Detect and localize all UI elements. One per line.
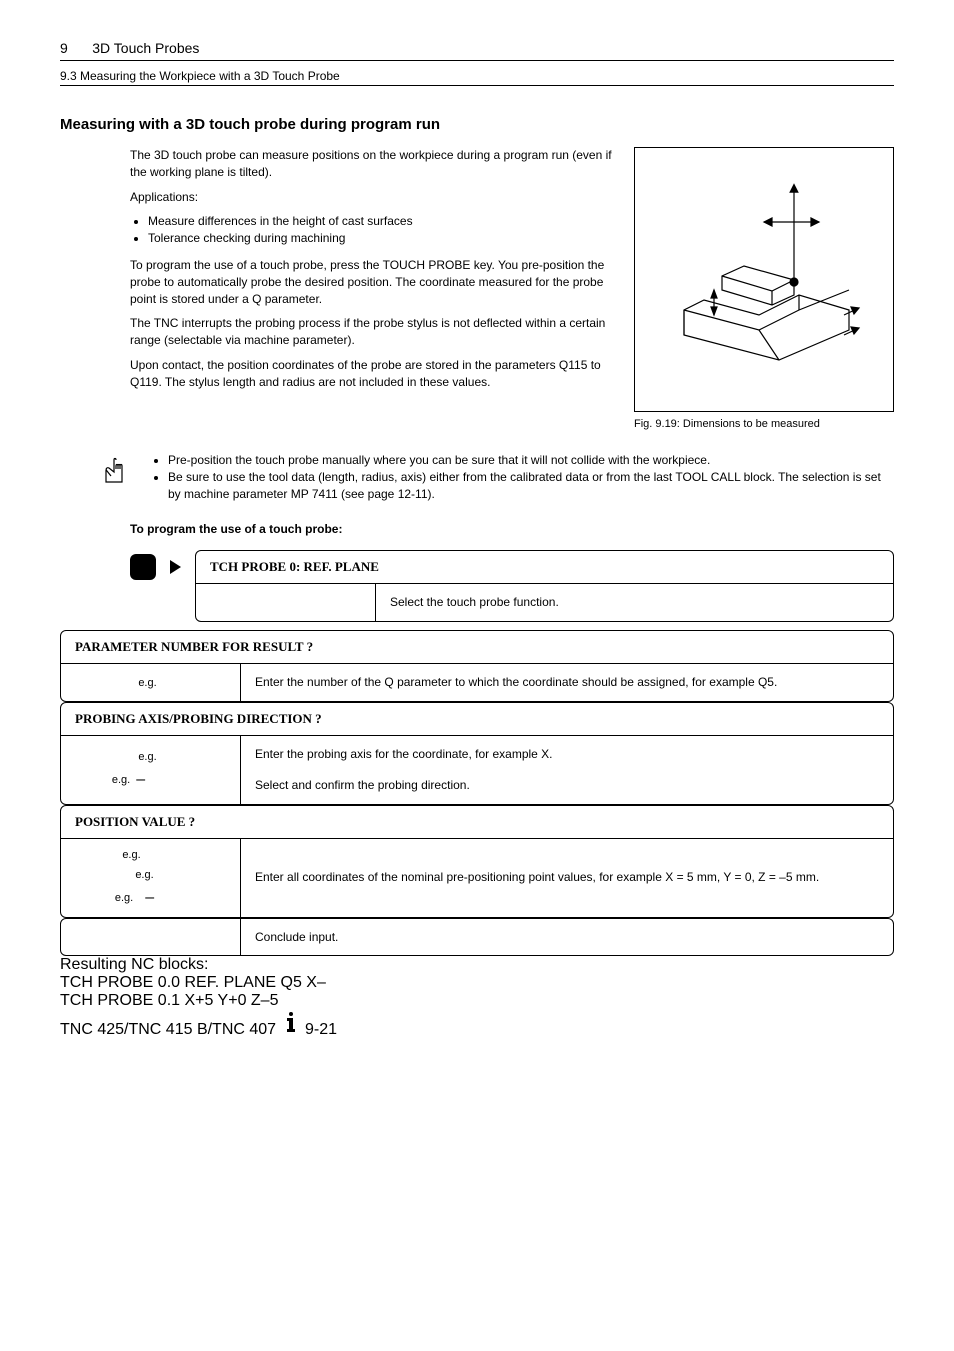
note-2: Be sure to use the tool data (length, ra… <box>168 469 894 503</box>
figure-caption: Fig. 9.19: Dimensions to be measured <box>634 418 894 430</box>
procedure-heading: To program the use of a touch probe: <box>130 522 894 536</box>
intro-p5: Upon contact, the position coordinates o… <box>130 357 614 391</box>
dialog-position-value: POSITION VALUE ? e.g. e.g. e.g. – <box>60 805 894 918</box>
nc-line-1: TCH PROBE 0.0 REF. PLANE Q5 X– <box>60 974 894 992</box>
nc-line-2: TCH PROBE 0.1 X+5 Y+0 Z–5 <box>60 992 894 1010</box>
touch-probe-key-icon <box>130 554 156 580</box>
intro-p3: To program the use of a touch probe, pre… <box>130 257 614 307</box>
intro-p1: The 3D touch probe can measure positions… <box>130 147 614 181</box>
dialog-probing-axis: PROBING AXIS/PROBING DIRECTION ? e.g. e.… <box>60 702 894 805</box>
eg-label: e.g. <box>112 774 130 786</box>
dialog-conclude: Conclude input. <box>60 918 894 957</box>
dialog-title-4: POSITION VALUE ? <box>61 806 893 839</box>
note-1: Pre-position the touch probe manually wh… <box>168 452 894 469</box>
nc-heading: Resulting NC blocks: <box>60 956 894 974</box>
dialog-desc-3b: Select and confirm the probing direction… <box>255 777 470 794</box>
step-arrow-icon <box>170 560 181 574</box>
dialog-desc-1: Select the touch probe function. <box>376 584 893 621</box>
info-icon <box>281 1021 305 1038</box>
chapter-title: 3D Touch Probes <box>92 40 199 56</box>
minus-key-icon: – <box>145 889 154 907</box>
dialog-title-3: PROBING AXIS/PROBING DIRECTION ? <box>61 703 893 736</box>
dialog-desc-4: Enter all coordinates of the nominal pre… <box>241 839 893 917</box>
eg-label: e.g. <box>122 849 140 861</box>
eg-label: e.g. <box>138 751 156 763</box>
dialog-parameter-number: PARAMETER NUMBER FOR RESULT ? e.g. Enter… <box>60 630 894 702</box>
chapter-number: 9 <box>60 40 68 56</box>
page-header: 9 3D Touch Probes <box>60 40 894 58</box>
intro-p2: Applications: <box>130 189 614 206</box>
dialog-desc-3a: Enter the probing axis for the coordinat… <box>255 746 553 763</box>
dialog-desc-2: Enter the number of the Q parameter to w… <box>241 664 893 701</box>
section-title: Measuring with a 3D touch probe during p… <box>60 116 894 133</box>
minus-key-icon: – <box>136 771 145 789</box>
dialog-title-2: PARAMETER NUMBER FOR RESULT ? <box>61 631 893 664</box>
footer-page-number: 9-21 <box>305 1021 337 1038</box>
dialog-desc-5: Conclude input. <box>241 919 893 956</box>
intro-p4: The TNC interrupts the probing process i… <box>130 315 614 349</box>
eg-label: e.g. <box>138 677 156 689</box>
dialog-ref-plane: TCH PROBE 0: REF. PLANE Select the touch… <box>195 550 894 622</box>
caution-hand-icon <box>100 452 130 486</box>
intro-bullet-1: Measure differences in the height of cas… <box>148 213 614 230</box>
intro-bullet-2: Tolerance checking during machining <box>148 230 614 247</box>
figure-9-19 <box>634 147 894 412</box>
eg-label: e.g. <box>115 892 133 904</box>
dialog-title-1: TCH PROBE 0: REF. PLANE <box>196 551 893 584</box>
footer-model: TNC 425/TNC 415 B/TNC 407 <box>60 1021 276 1038</box>
section-path: 9.3 Measuring the Workpiece with a 3D To… <box>60 69 894 83</box>
eg-label: e.g. <box>135 869 153 881</box>
